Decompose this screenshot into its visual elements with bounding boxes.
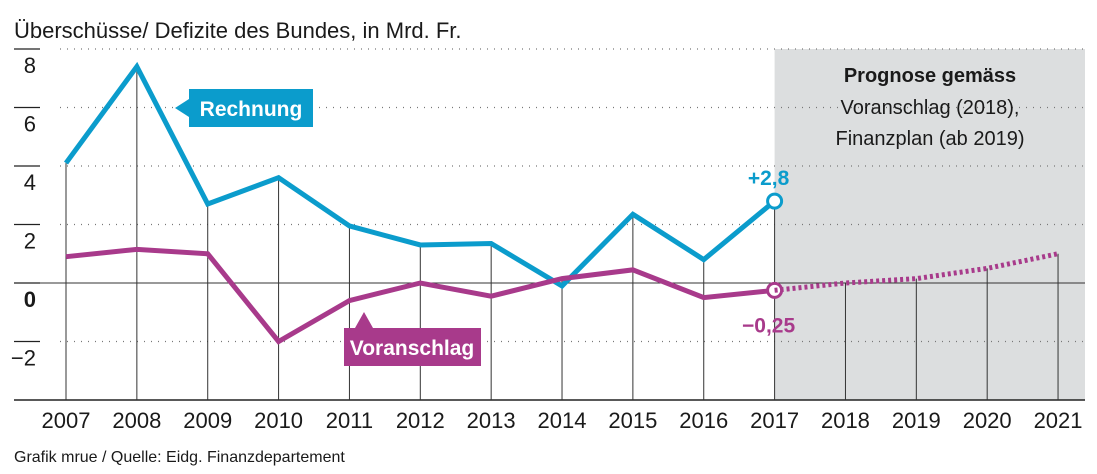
end-value-label: −0,25 [742,314,795,337]
x-tick-label: 2012 [396,408,445,433]
forecast-line1: Voranschlag (2018), [840,97,1019,119]
x-tick-label: 2008 [112,408,161,433]
x-tick-label: 2009 [183,408,232,433]
legend-voranschlag-label: Voranschlag [350,337,474,360]
y-tick-label: 4 [24,170,36,195]
legend-rechnung-box [189,89,313,127]
legend-voranschlag-box [344,328,481,366]
y-tick-label: −2 [11,346,36,371]
x-tick-label: 2014 [538,408,587,433]
x-tick-label: 2013 [467,408,516,433]
x-tick-label: 2019 [892,408,941,433]
x-tick-label: 2011 [326,408,373,433]
forecast-title: Prognose gemäss [844,65,1016,87]
endpoint-marker [766,192,784,210]
x-tick-label: 2015 [608,408,657,433]
y-tick-label: 2 [24,229,36,254]
x-tick-label: 2020 [963,408,1012,433]
x-tick-label: 2010 [254,408,303,433]
forecast-line2: Finanzplan (ab 2019) [835,128,1024,150]
x-tick-label: 2017 [750,408,799,433]
legend-pointer-icon [175,99,189,117]
y-tick-label: 0 [24,287,36,312]
y-tick-label: 6 [24,112,36,137]
x-tick-label: 2007 [42,408,91,433]
source-note: Grafik mrue / Quelle: Eidg. Finanzdepart… [14,449,345,466]
legend-rechnung-label: Rechnung [200,98,303,121]
legend-pointer-icon [355,312,373,328]
x-tick-label: 2021 [1034,408,1083,433]
y-tick-label: 8 [24,53,36,78]
x-tick-label: 2018 [821,408,870,433]
end-value-label: +2,8 [748,167,790,190]
chart-title: Überschüsse/ Defizite des Bundes, in Mrd… [14,18,462,43]
x-tick-label: 2016 [679,408,728,433]
